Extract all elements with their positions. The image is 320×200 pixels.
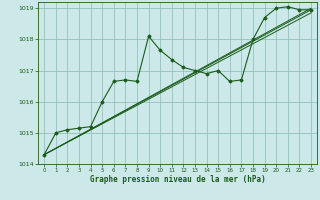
X-axis label: Graphe pression niveau de la mer (hPa): Graphe pression niveau de la mer (hPa) (90, 175, 266, 184)
